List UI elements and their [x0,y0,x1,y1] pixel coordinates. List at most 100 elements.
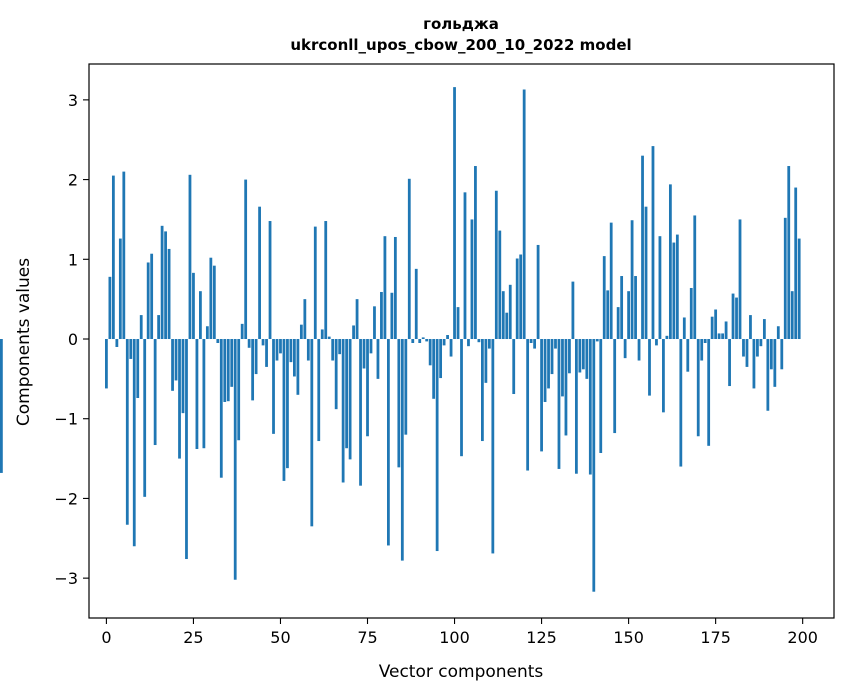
bar [139,315,143,339]
bar [707,339,711,446]
bar [491,339,495,554]
bar [721,333,724,340]
bar [397,339,401,468]
bar [446,335,449,340]
bar [543,339,547,402]
bar [585,339,589,379]
bar [752,339,756,389]
bar [181,339,185,414]
bar [279,339,282,354]
bar [606,290,610,339]
bar [637,339,641,361]
bar [317,339,321,442]
bar [348,339,352,460]
bar [435,339,439,552]
bar [164,231,167,340]
bar [742,339,745,357]
bar [247,339,251,348]
bar [383,236,387,340]
bar [171,339,174,391]
bar [731,293,735,340]
bar [432,339,436,399]
bar [188,174,192,340]
bar [338,339,342,355]
y-tick-label: 1 [68,250,78,269]
x-tick-label: 175 [700,628,731,647]
bar [373,306,376,340]
bar [150,253,154,340]
chart-title: гольджа [423,15,499,33]
bar [644,206,648,339]
bar [425,339,429,342]
bar [776,326,780,339]
bar [115,339,119,347]
bar [306,339,310,361]
bar [129,339,133,359]
bar [762,319,766,340]
bar [261,339,265,346]
y-axis-label: Components values [14,258,34,426]
x-tick-label: 0 [101,628,111,647]
x-tick-label: 125 [526,628,557,647]
bar [439,339,443,379]
bar [696,339,700,437]
bar [216,339,220,343]
bar [756,339,759,357]
bar [310,339,314,527]
bar [108,276,112,340]
bar [714,309,718,339]
bar [209,257,213,340]
bar [668,184,672,340]
bar [289,339,293,363]
bar [769,339,773,370]
bar [428,339,432,366]
bar [501,291,505,340]
bar [296,339,300,395]
bar [160,225,164,340]
bar [460,339,463,457]
bar [202,339,206,449]
bar [199,291,202,340]
bar [244,179,248,339]
x-tick-label: 150 [613,628,644,647]
bar [651,146,655,339]
bar [341,339,345,483]
bar [574,339,578,474]
plot-area-frame [88,63,835,619]
bar [745,339,749,367]
bar [185,339,188,560]
bar [237,339,241,441]
bar [174,339,178,381]
bar [494,190,498,339]
bar [477,339,481,343]
bar [157,315,161,339]
bar [275,339,279,361]
bar [794,187,798,339]
bar [195,339,199,450]
bar [219,339,223,478]
bar [547,339,550,389]
bar [487,339,491,349]
bar [293,339,296,377]
bar [522,89,526,340]
bar [561,339,564,397]
bar [136,339,140,398]
bar [254,339,258,375]
bar [324,221,328,339]
bar [268,221,272,339]
bar [223,339,227,402]
bar [529,339,533,343]
bar [355,299,359,340]
bar [404,339,408,435]
bar [387,339,390,546]
bar [118,238,122,340]
bar [393,236,397,340]
bar [320,329,324,340]
bar [749,315,752,339]
bar [407,178,411,340]
bar [568,339,571,374]
bar [686,339,690,372]
bar [787,166,791,340]
bar [376,339,380,379]
